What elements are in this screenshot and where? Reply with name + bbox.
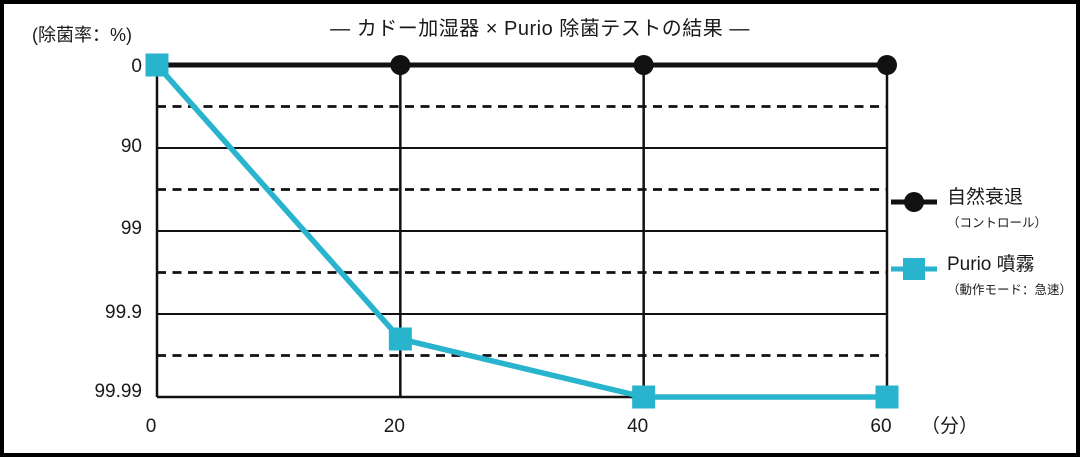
control-legend-circle-icon <box>904 192 924 212</box>
legend-sublabel-purio: （動作モード：急速） <box>947 282 1073 297</box>
x-axis-unit-label: （分） <box>921 415 978 437</box>
legend-item-control: 自然衰退 （コントロール） <box>891 187 1072 231</box>
purio-series-line <box>154 63 887 400</box>
purio-data-point-marker <box>632 385 656 409</box>
purio-legend-square-icon <box>903 257 925 280</box>
legend-item-purio: Purio 噴霧 （動作モード：急速） <box>891 254 1072 298</box>
y-tick-label: 99 <box>121 218 142 239</box>
y-tick-label: 0 <box>131 56 142 77</box>
purio-series-marker-icon <box>891 257 937 280</box>
y-axis-unit-label: (除菌率：%) <box>32 25 132 45</box>
legend-text-purio: Purio 噴霧 （動作モード：急速） <box>947 254 1072 298</box>
control-series-marker-icon <box>891 192 937 212</box>
x-tick-label: 40 <box>627 416 648 437</box>
purio-data-point-marker <box>388 327 412 351</box>
legend-label-purio: Purio 噴霧 <box>947 253 1035 275</box>
legend-sublabel-control: （コントロール） <box>947 215 1048 230</box>
x-tick-label: 0 <box>146 416 157 437</box>
control-data-point-marker <box>633 55 654 75</box>
control-data-point-marker <box>877 55 897 75</box>
purio-data-point-marker <box>875 385 899 409</box>
x-tick-label: 20 <box>384 416 405 437</box>
x-tick-label: 60 <box>870 416 891 437</box>
control-data-point-marker <box>390 55 411 75</box>
legend: 自然衰退 （コントロール） Purio 噴霧 （動作モード：急速） <box>891 187 1072 298</box>
chart-title: — カドー加湿器 × Purio 除菌テストの結果 — <box>330 18 750 40</box>
legend-label-control: 自然衰退 <box>947 187 1024 208</box>
legend-text-control: 自然衰退 （コントロール） <box>947 187 1047 231</box>
purio-data-point-marker <box>145 53 169 77</box>
y-tick-label: 99.9 <box>105 302 142 323</box>
y-tick-label: 90 <box>121 136 142 157</box>
y-tick-label: 99.99 <box>94 381 142 402</box>
